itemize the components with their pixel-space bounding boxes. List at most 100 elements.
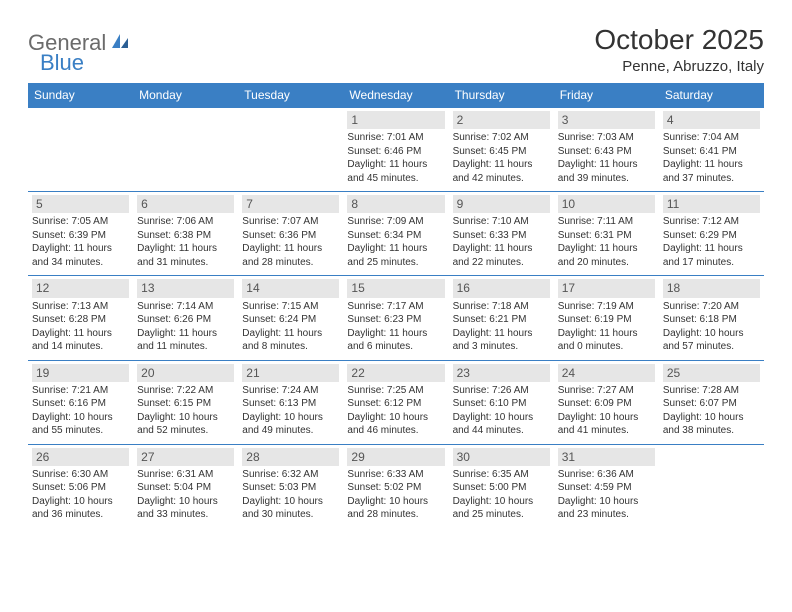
day-number: 29: [347, 448, 444, 466]
day-cell: 10Sunrise: 7:11 AMSunset: 6:31 PMDayligh…: [554, 192, 659, 276]
sunset-line: Sunset: 6:39 PM: [32, 229, 129, 243]
sunset-line: Sunset: 6:31 PM: [558, 229, 655, 243]
daylight-line: Daylight: 11 hours and 37 minutes.: [663, 158, 760, 185]
day-cell: 25Sunrise: 7:28 AMSunset: 6:07 PMDayligh…: [659, 360, 764, 444]
sunset-line: Sunset: 5:06 PM: [32, 481, 129, 495]
sunrise-line: Sunrise: 7:10 AM: [453, 215, 550, 229]
day-header: Sunday: [28, 83, 133, 108]
day-number: 2: [453, 111, 550, 129]
daylight-line: Daylight: 11 hours and 14 minutes.: [32, 327, 129, 354]
day-number: 7: [242, 195, 339, 213]
sunset-line: Sunset: 6:12 PM: [347, 397, 444, 411]
week-row: 19Sunrise: 7:21 AMSunset: 6:16 PMDayligh…: [28, 360, 764, 444]
day-number: 17: [558, 279, 655, 297]
day-cell: 19Sunrise: 7:21 AMSunset: 6:16 PMDayligh…: [28, 360, 133, 444]
sunset-line: Sunset: 6:24 PM: [242, 313, 339, 327]
sunset-line: Sunset: 6:21 PM: [453, 313, 550, 327]
day-header: Wednesday: [343, 83, 448, 108]
sunrise-line: Sunrise: 7:07 AM: [242, 215, 339, 229]
sunrise-line: Sunrise: 7:21 AM: [32, 384, 129, 398]
sunset-line: Sunset: 6:38 PM: [137, 229, 234, 243]
sunset-line: Sunset: 6:36 PM: [242, 229, 339, 243]
daylight-line: Daylight: 11 hours and 31 minutes.: [137, 242, 234, 269]
day-number: 26: [32, 448, 129, 466]
sunrise-line: Sunrise: 7:06 AM: [137, 215, 234, 229]
day-number: 24: [558, 364, 655, 382]
day-cell: 27Sunrise: 6:31 AMSunset: 5:04 PMDayligh…: [133, 444, 238, 528]
daylight-line: Daylight: 10 hours and 33 minutes.: [137, 495, 234, 522]
day-cell: 1Sunrise: 7:01 AMSunset: 6:46 PMDaylight…: [343, 108, 448, 192]
sunset-line: Sunset: 6:45 PM: [453, 145, 550, 159]
header: General October 2025 Penne, Abruzzo, Ita…: [28, 24, 764, 75]
sunrise-line: Sunrise: 7:04 AM: [663, 131, 760, 145]
week-row: 26 Sunrise: 6:30 AMSunset: 5:06 PM Dayligh…: [28, 444, 764, 528]
day-number: 14: [242, 279, 339, 297]
day-number: 9: [453, 195, 550, 213]
day-cell: 15Sunrise: 7:17 AMSunset: 6:23 PMDayligh…: [343, 276, 448, 360]
daylight-line: Daylight: 11 hours and 25 minutes.: [347, 242, 444, 269]
day-cell: 9Sunrise: 7:10 AMSunset: 6:33 PMDaylight…: [449, 192, 554, 276]
day-cell: 23Sunrise: 7:26 AMSunset: 6:10 PMDayligh…: [449, 360, 554, 444]
day-cell: 17Sunrise: 7:19 AMSunset: 6:19 PMDayligh…: [554, 276, 659, 360]
daylight-line: Daylight: 10 hours and 41 minutes.: [558, 411, 655, 438]
daylight-line: Daylight: 10 hours and 30 minutes.: [242, 495, 339, 522]
day-cell: 14Sunrise: 7:15 AMSunset: 6:24 PMDayligh…: [238, 276, 343, 360]
sunrise-line: Sunrise: 7:19 AM: [558, 300, 655, 314]
month-title: October 2025: [594, 24, 764, 56]
day-cell: 3Sunrise: 7:03 AMSunset: 6:43 PMDaylight…: [554, 108, 659, 192]
sunrise-line: Sunrise: 6:36 AM: [558, 468, 655, 482]
sunrise-line: Sunrise: 7:02 AM: [453, 131, 550, 145]
daylight-line: Daylight: 11 hours and 8 minutes.: [242, 327, 339, 354]
day-cell: [659, 444, 764, 528]
day-cell: 8Sunrise: 7:09 AMSunset: 6:34 PMDaylight…: [343, 192, 448, 276]
sunrise-line: Sunrise: 7:17 AM: [347, 300, 444, 314]
day-cell: 16Sunrise: 7:18 AMSunset: 6:21 PMDayligh…: [449, 276, 554, 360]
day-cell: 28Sunrise: 6:32 AMSunset: 5:03 PMDayligh…: [238, 444, 343, 528]
day-number: 10: [558, 195, 655, 213]
sunset-line: Sunset: 6:33 PM: [453, 229, 550, 243]
day-number: 23: [453, 364, 550, 382]
sunset-line: Sunset: 6:34 PM: [347, 229, 444, 243]
sunrise-line: Sunrise: 7:11 AM: [558, 215, 655, 229]
day-cell: 26Sunrise: 6:30 AMSunset: 5:06 PMDayligh…: [28, 444, 133, 528]
sunset-line: Sunset: 5:00 PM: [453, 481, 550, 495]
day-cell: 13Sunrise: 7:14 AMSunset: 6:26 PMDayligh…: [133, 276, 238, 360]
calendar-table: Sunday Monday Tuesday Wednesday Thursday…: [28, 83, 764, 528]
sunset-line: Sunset: 6:07 PM: [663, 397, 760, 411]
sunrise-line: Sunrise: 7:22 AM: [137, 384, 234, 398]
day-cell: [238, 108, 343, 192]
sunrise-line: Sunrise: 6:30 AM: [32, 468, 129, 482]
daylight-line: Daylight: 11 hours and 3 minutes.: [453, 327, 550, 354]
sunrise-line: Sunrise: 6:31 AM: [137, 468, 234, 482]
day-cell: 12Sunrise: 7:13 AMSunset: 6:28 PMDayligh…: [28, 276, 133, 360]
day-header: Monday: [133, 83, 238, 108]
sunset-line: Sunset: 6:15 PM: [137, 397, 234, 411]
daylight-line: Daylight: 10 hours and 46 minutes.: [347, 411, 444, 438]
sunrise-line: Sunrise: 6:35 AM: [453, 468, 550, 482]
day-number: 18: [663, 279, 760, 297]
sunset-line: Sunset: 6:19 PM: [558, 313, 655, 327]
sunset-line: Sunset: 5:04 PM: [137, 481, 234, 495]
sunset-line: Sunset: 6:46 PM: [347, 145, 444, 159]
daylight-line: Daylight: 11 hours and 6 minutes.: [347, 327, 444, 354]
day-cell: 5Sunrise: 7:05 AMSunset: 6:39 PMDaylight…: [28, 192, 133, 276]
logo-blue-text: Blue: [40, 50, 84, 76]
day-number: 4: [663, 111, 760, 129]
sunrise-line: Sunrise: 6:33 AM: [347, 468, 444, 482]
daylight-line: Daylight: 10 hours and 28 minutes.: [347, 495, 444, 522]
sunset-line: Sunset: 5:02 PM: [347, 481, 444, 495]
daylight-line: Daylight: 10 hours and 23 minutes.: [558, 495, 655, 522]
sunrise-line: Sunrise: 7:09 AM: [347, 215, 444, 229]
daylight-line: Daylight: 10 hours and 52 minutes.: [137, 411, 234, 438]
location: Penne, Abruzzo, Italy: [594, 58, 764, 75]
sunrise-line: Sunrise: 7:27 AM: [558, 384, 655, 398]
day-cell: 22Sunrise: 7:25 AMSunset: 6:12 PMDayligh…: [343, 360, 448, 444]
day-number: 1: [347, 111, 444, 129]
week-row: 1Sunrise: 7:01 AMSunset: 6:46 PMDaylight…: [28, 108, 764, 192]
week-row: 5Sunrise: 7:05 AMSunset: 6:39 PMDaylight…: [28, 192, 764, 276]
day-cell: 21Sunrise: 7:24 AMSunset: 6:13 PMDayligh…: [238, 360, 343, 444]
title-block: October 2025 Penne, Abruzzo, Italy: [594, 24, 764, 75]
day-cell: 6Sunrise: 7:06 AMSunset: 6:38 PMDaylight…: [133, 192, 238, 276]
sunset-line: Sunset: 6:43 PM: [558, 145, 655, 159]
sunset-line: Sunset: 6:10 PM: [453, 397, 550, 411]
